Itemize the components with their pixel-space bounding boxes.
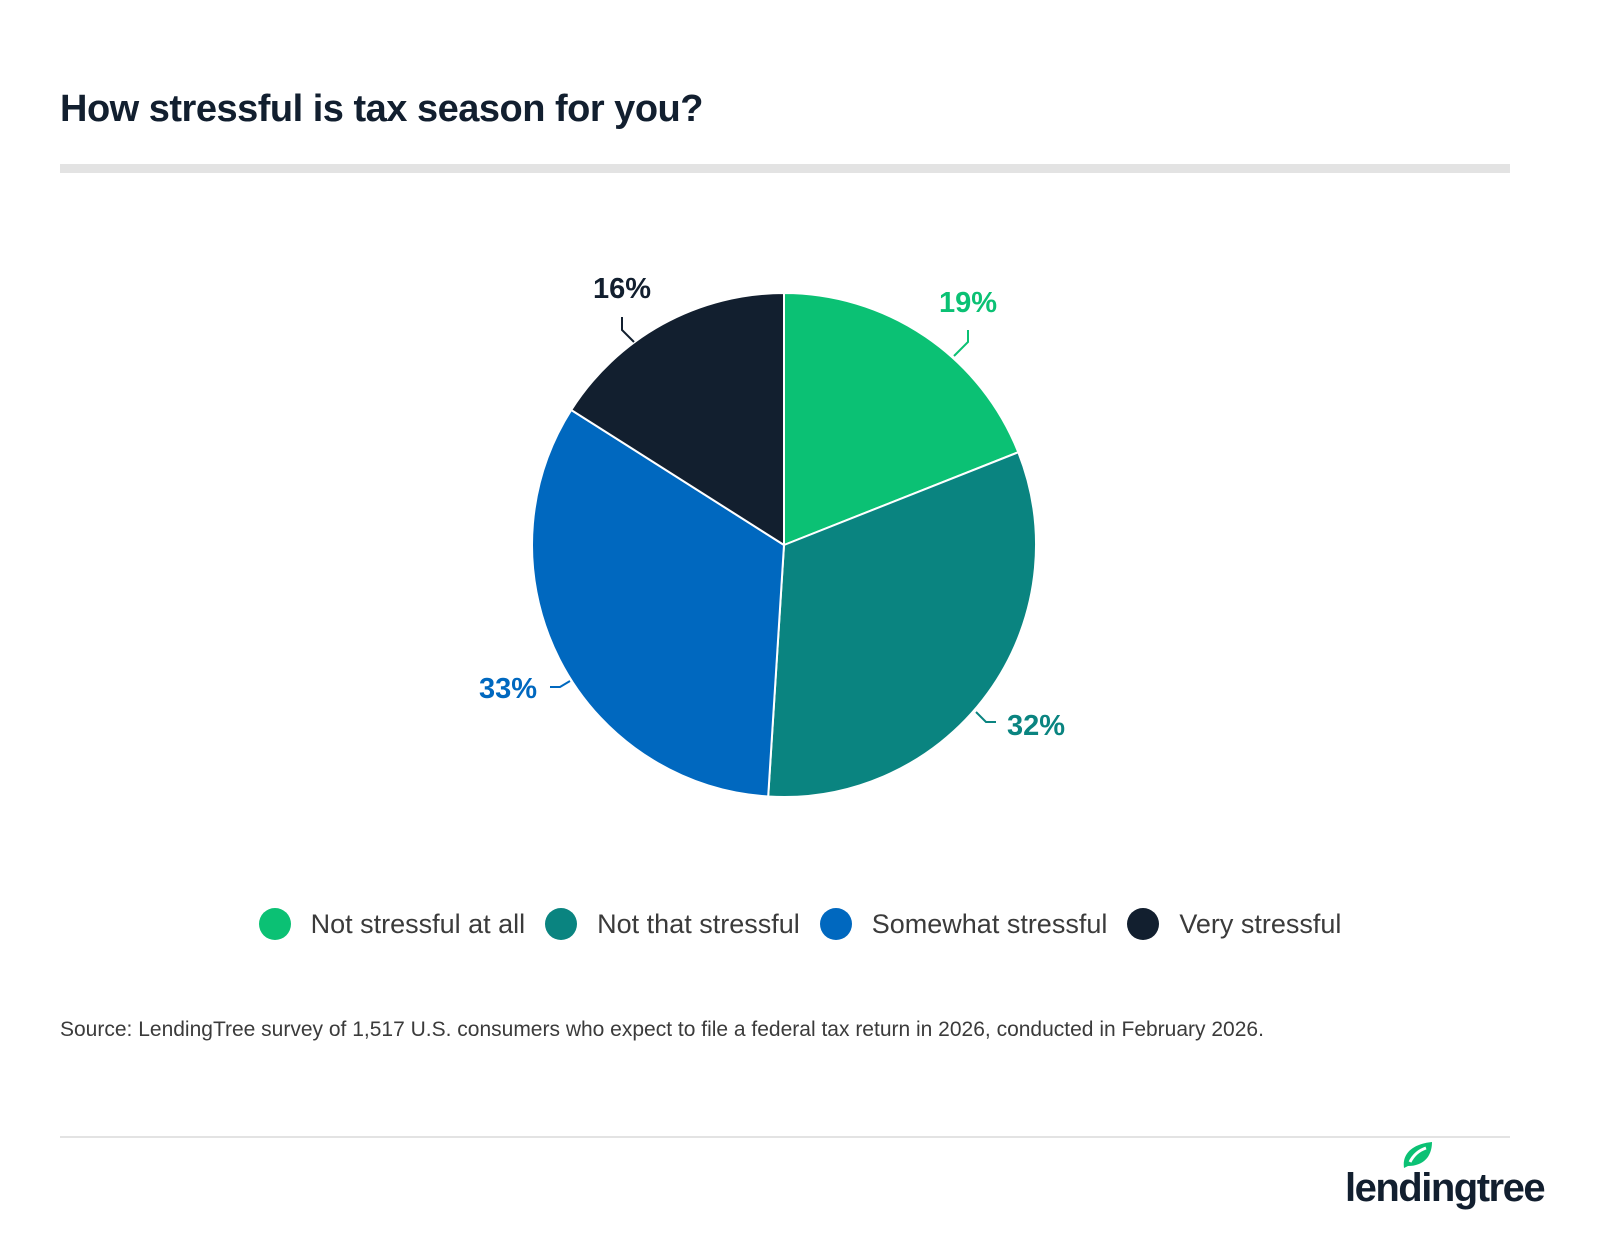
legend-swatch xyxy=(1127,908,1160,940)
legend: Not stressful at all Not that stressful So… xyxy=(0,908,1600,940)
data-label: 19% xyxy=(939,287,997,319)
footer-divider xyxy=(60,1136,1510,1138)
legend-label: Very stressful xyxy=(1179,908,1342,939)
legend-swatch xyxy=(258,908,291,940)
legend-swatch xyxy=(545,908,578,940)
legend-item: Somewhat stressful xyxy=(819,908,1108,940)
lendingtree-logo: lendingtree xyxy=(1345,1142,1546,1211)
pie-slice-not-that-stressful xyxy=(767,450,1037,798)
pie-slice-somewhat-stressful xyxy=(531,408,786,798)
leaf-icon xyxy=(1403,1142,1432,1168)
legend-label: Not stressful at all xyxy=(310,908,526,939)
data-label: 16% xyxy=(593,273,651,305)
legend-label: Somewhat stressful xyxy=(871,908,1108,939)
legend-item: Not stressful at all xyxy=(258,908,526,940)
legend-label: Not that stressful xyxy=(597,908,800,939)
chart-title: How stressful is tax season for you? xyxy=(60,88,703,130)
legend-item: Very stressful xyxy=(1127,908,1341,940)
legend-swatch xyxy=(819,908,852,940)
leader-line xyxy=(550,680,571,688)
source-note: Source: LendingTree survey of 1,517 U.S.… xyxy=(60,1018,1264,1041)
legend-item: Not that stressful xyxy=(545,908,800,940)
pie-slice-very-stressful xyxy=(569,291,785,547)
leader-line xyxy=(953,330,969,357)
leader-line xyxy=(975,711,996,723)
logo-text: lendingtree xyxy=(1345,1166,1546,1210)
data-label: 32% xyxy=(1007,710,1065,742)
pie-slice-not-stressful-at-all xyxy=(783,291,1020,547)
data-label: 33% xyxy=(479,673,537,705)
leader-line xyxy=(621,317,635,343)
title-divider xyxy=(60,164,1510,173)
